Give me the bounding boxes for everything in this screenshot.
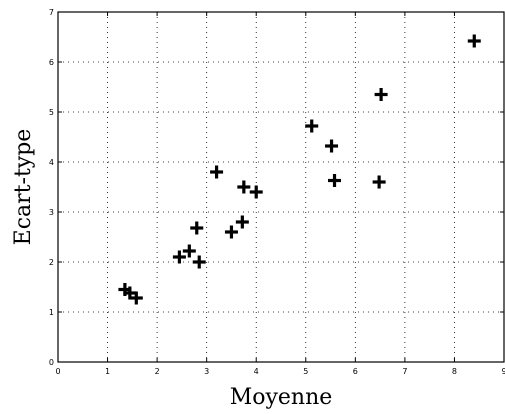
data-point [374, 88, 388, 101]
data-point [325, 139, 339, 153]
data-point [235, 215, 249, 229]
data-point [224, 225, 238, 239]
y-axis-label: Ecart-type [11, 129, 36, 246]
y-tick-label: 6 [49, 58, 54, 67]
x-tick-label: 8 [452, 367, 457, 376]
data-point [305, 119, 319, 133]
data-point [210, 165, 224, 179]
plot-frame [57, 11, 505, 363]
data-point [172, 250, 186, 264]
y-tick-label: 1 [49, 308, 54, 317]
x-tick-label: 0 [55, 367, 60, 376]
axis-ticks [57, 11, 505, 363]
y-tick-labels: 0 1 2 3 4 5 6 7 [49, 8, 54, 367]
data-point [249, 185, 263, 199]
x-tick-label: 9 [501, 367, 505, 376]
x-tick-label: 2 [155, 367, 160, 376]
data-point [192, 255, 206, 269]
y-tick-label: 3 [49, 208, 54, 217]
data-point [372, 175, 386, 189]
x-axis-label: Moyenne [230, 385, 333, 410]
x-tick-label: 1 [105, 367, 110, 376]
x-tick-labels: 0 1 2 3 4 5 6 7 8 9 [55, 367, 505, 376]
x-tick-label: 3 [204, 367, 209, 376]
data-point [190, 221, 204, 235]
data-point [129, 291, 143, 305]
x-tick-label: 4 [254, 367, 259, 376]
y-tick-label: 7 [49, 8, 54, 17]
x-tick-label: 5 [303, 367, 308, 376]
y-tick-label: 4 [49, 158, 54, 167]
data-point [237, 180, 251, 194]
y-tick-label: 0 [49, 358, 54, 367]
grid [58, 12, 504, 362]
y-tick-label: 5 [49, 108, 54, 117]
data-point [467, 34, 481, 48]
x-tick-label: 6 [353, 367, 358, 376]
data-point [182, 244, 196, 258]
x-tick-label: 7 [402, 367, 407, 376]
y-tick-label: 2 [49, 258, 54, 267]
data-point [328, 174, 342, 187]
data-markers [118, 34, 481, 305]
